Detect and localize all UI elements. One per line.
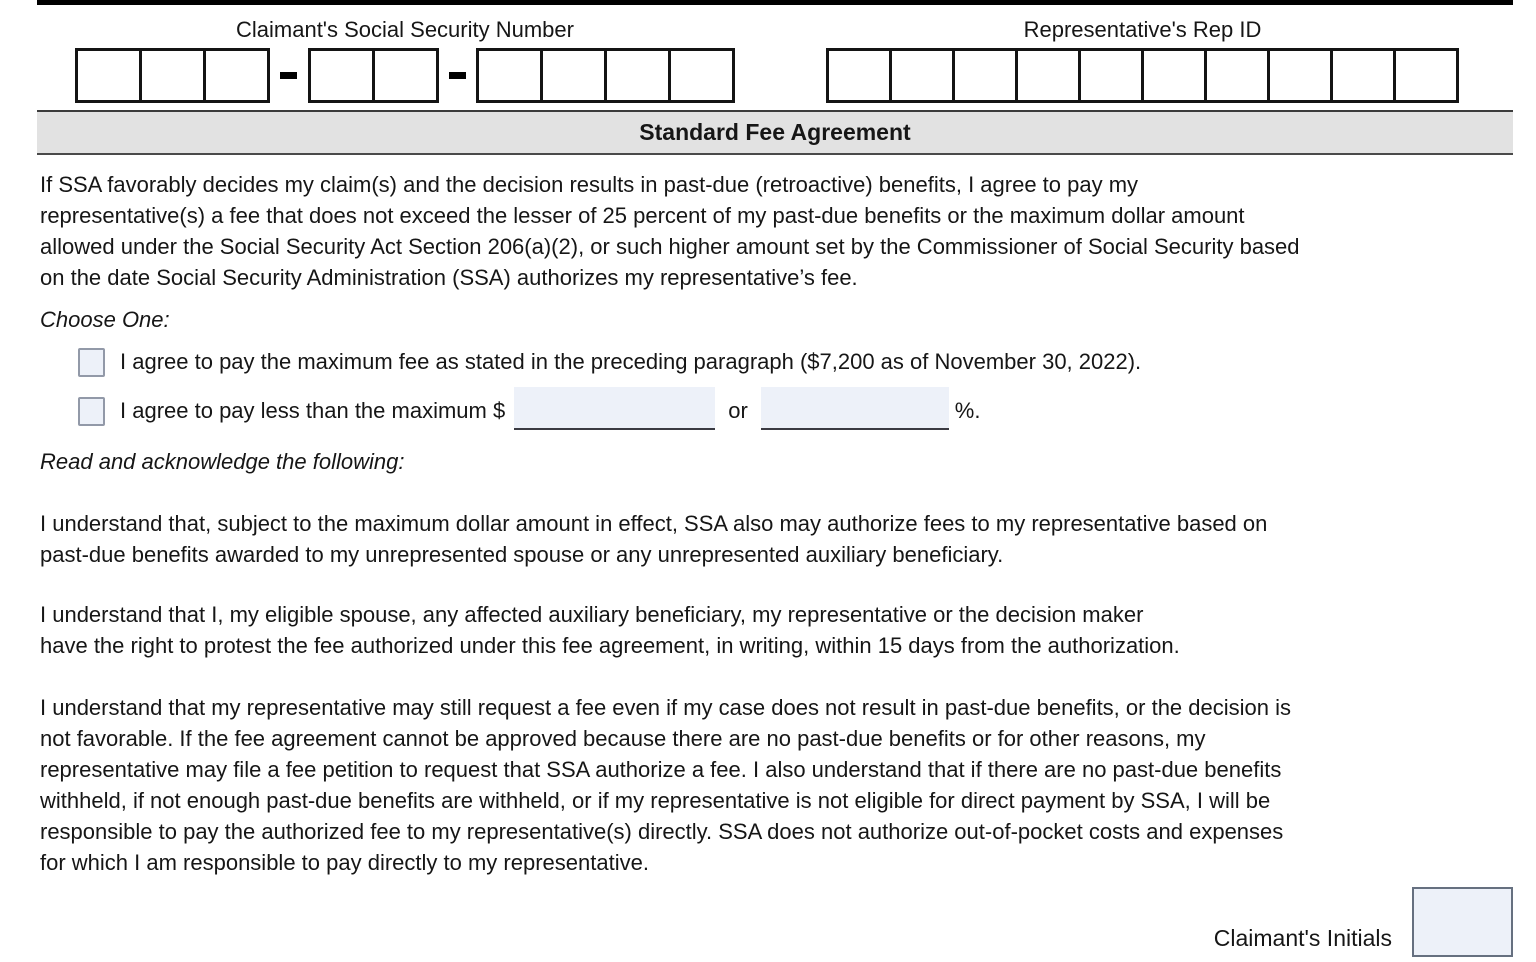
rep-id-digit-box[interactable]	[952, 48, 1018, 103]
less-than-max-checkbox[interactable]	[78, 396, 105, 426]
intro-paragraph: If SSA favorably decides my claim(s) and…	[40, 172, 1300, 290]
rep-id-section: Representative's Rep ID	[810, 14, 1475, 103]
percent-input[interactable]	[760, 387, 949, 430]
or-label: or	[728, 398, 748, 423]
rep-id-digit-box[interactable]	[826, 48, 892, 103]
rep-id-digit-box[interactable]	[1015, 48, 1081, 103]
claimants-initials-input[interactable]	[1412, 887, 1513, 957]
rep-id-digit-box[interactable]	[889, 48, 955, 103]
ssn-digit-box[interactable]	[540, 48, 607, 103]
option-max-fee-row: I agree to pay the maximum fee as stated…	[78, 346, 1513, 378]
ssn-digit-box[interactable]	[476, 48, 543, 103]
ssn-digit-box[interactable]	[75, 48, 142, 103]
ssn-digit-box[interactable]	[371, 48, 439, 103]
id-boxes-row: Claimant's Social Security Number Repres…	[37, 14, 1513, 103]
section-header-bar: Standard Fee Agreement	[37, 110, 1513, 155]
option-less-fee-row: I agree to pay less than the maximum $ o…	[78, 387, 1513, 433]
less-fee-option-label: I agree to pay less than the maximum $	[120, 398, 506, 423]
ssn-digit-box[interactable]	[307, 48, 375, 103]
ssn-section: Claimant's Social Security Number	[75, 14, 735, 103]
ssn-dash	[439, 72, 477, 79]
rep-id-digit-box[interactable]	[1393, 48, 1459, 103]
understand-paragraph-3: I understand that my representative may …	[40, 695, 1291, 875]
rep-id-digit-box[interactable]	[1204, 48, 1270, 103]
max-fee-option-label: I agree to pay the maximum fee as stated…	[120, 349, 1142, 374]
percent-suffix-label: %.	[954, 398, 981, 423]
max-fee-checkbox[interactable]	[78, 347, 105, 377]
understand-paragraph-2: I understand that I, my eligible spouse,…	[40, 602, 1180, 658]
understand-paragraph-1: I understand that, subject to the maximu…	[40, 511, 1268, 567]
rep-id-digit-box[interactable]	[1267, 48, 1333, 103]
amount-input[interactable]	[514, 387, 716, 430]
ssn-label: Claimant's Social Security Number	[236, 16, 574, 42]
ssn-boxes	[75, 48, 735, 103]
ssn-digit-box[interactable]	[139, 48, 206, 103]
rep-id-digit-box[interactable]	[1330, 48, 1396, 103]
acknowledge-label: Read and acknowledge the following:	[40, 449, 405, 474]
initials-row: Claimant's Initials	[37, 887, 1513, 957]
rep-id-digit-box[interactable]	[1141, 48, 1207, 103]
top-divider	[37, 0, 1513, 5]
choose-one-label: Choose One:	[40, 307, 170, 332]
ssn-digit-box[interactable]	[604, 48, 671, 103]
ssn-digit-box[interactable]	[203, 48, 270, 103]
rep-id-boxes	[810, 48, 1475, 103]
rep-id-digit-box[interactable]	[1078, 48, 1144, 103]
ssn-digit-box[interactable]	[668, 48, 735, 103]
section-title: Standard Fee Agreement	[639, 119, 911, 145]
initials-label: Claimant's Initials	[1213, 925, 1392, 951]
rep-id-label: Representative's Rep ID	[1023, 16, 1262, 42]
ssn-dash	[270, 72, 308, 79]
